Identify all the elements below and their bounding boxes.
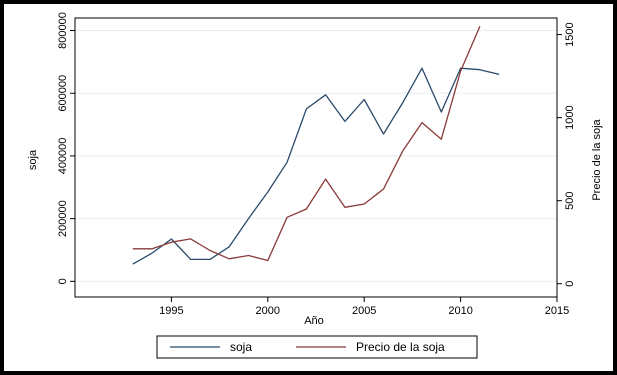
- series-line-1: [132, 26, 481, 262]
- y-axis-right: 0 500 1000 1500: [557, 22, 576, 287]
- legend-label-soja: soja: [230, 340, 252, 354]
- y-right-tick-label: 500: [564, 191, 576, 209]
- y-right-tick-label: 1500: [564, 22, 576, 46]
- x-tick-label: 1995: [159, 305, 183, 317]
- y-left-tick-label: 600000: [57, 75, 69, 112]
- y-axis-right-label: Precio de la soja: [591, 118, 603, 200]
- x-tick-label: 2010: [448, 305, 472, 317]
- chart-svg: 1995 2000 2005 2010 2015 0 200000 400000 600000…: [27, 12, 603, 359]
- y-axis-left-label: soja: [27, 149, 39, 170]
- y-right-tick-label: 1000: [564, 105, 576, 129]
- y-left-tick-label: 200000: [57, 200, 69, 237]
- legend-label-precio: Precio de la soja: [356, 340, 445, 354]
- x-tick-label: 2000: [256, 305, 280, 317]
- legend: soja Precio de la soja: [156, 335, 478, 359]
- plot-border: [74, 17, 558, 298]
- x-tick-label: 2005: [352, 305, 376, 317]
- y-left-tick-label: 400000: [57, 138, 69, 175]
- x-axis: 1995 2000 2005 2010 2015: [159, 297, 569, 317]
- series-lines: [132, 26, 500, 265]
- x-axis-label: Año: [304, 315, 324, 327]
- series-line-0: [132, 67, 500, 265]
- y-left-tick-label: 0: [57, 278, 69, 284]
- gridlines: [75, 30, 557, 282]
- x-tick-label: 2015: [545, 305, 569, 317]
- y-left-tick-label: 800000: [57, 12, 69, 49]
- y-axis-left: 0 200000 400000 600000 800000: [57, 12, 75, 284]
- y-right-tick-label: 0: [564, 281, 576, 287]
